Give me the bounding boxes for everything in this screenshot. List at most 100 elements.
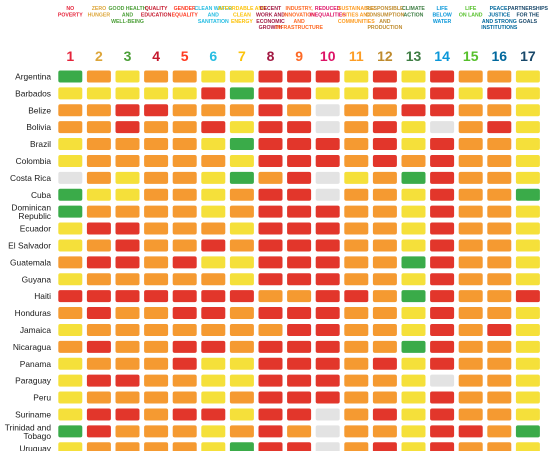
goal-label-line: INSTITUTIONS (481, 25, 518, 31)
status-cell (201, 138, 226, 151)
status-cell (258, 70, 283, 83)
status-cell (258, 391, 283, 404)
goal-label-line: PRODUCTION (367, 25, 402, 31)
status-cell (58, 205, 83, 218)
status-cell (458, 205, 483, 218)
status-cell (344, 357, 369, 370)
goal-number-1: 1 (66, 48, 74, 64)
status-cell (458, 290, 483, 303)
status-cell (430, 323, 455, 336)
status-cell (58, 121, 83, 134)
country-label: Colombia (16, 156, 52, 166)
status-cell (344, 138, 369, 151)
status-cell (115, 391, 140, 404)
goal-label-2: ZERO HUNGER (88, 6, 111, 18)
goal-number-2: 2 (95, 48, 103, 64)
status-cell (201, 374, 226, 387)
status-cell (229, 273, 254, 286)
status-cell (86, 205, 111, 218)
status-cell (372, 256, 397, 269)
status-cell (58, 357, 83, 370)
goal-label-13: CLIMATE ACTION (402, 6, 425, 18)
status-cell (315, 239, 340, 252)
status-cell (115, 222, 140, 235)
status-cell (372, 323, 397, 336)
goal-label-3: GOOD HEALTH AND WELL-BEING (109, 6, 147, 25)
status-cell (344, 171, 369, 184)
status-cell (144, 290, 169, 303)
status-cell (115, 239, 140, 252)
status-cell (401, 138, 426, 151)
status-cell (86, 239, 111, 252)
status-cell (287, 307, 312, 320)
goal-label-line: COMMUNITIES (338, 19, 375, 25)
status-cell (172, 425, 197, 438)
status-cell (229, 391, 254, 404)
goal-label-line: INNOVATION (283, 12, 315, 18)
status-cell (401, 374, 426, 387)
status-cell (487, 239, 512, 252)
status-cell (172, 104, 197, 117)
status-cell (287, 222, 312, 235)
status-cell (287, 138, 312, 151)
status-cell (172, 391, 197, 404)
status-cell (115, 205, 140, 218)
status-cell (458, 391, 483, 404)
status-cell (430, 307, 455, 320)
goal-label-line: AND (122, 12, 133, 18)
country-label: Brazil (30, 139, 51, 149)
status-cell (372, 273, 397, 286)
status-cell (344, 374, 369, 387)
status-cell (258, 340, 283, 353)
status-cell (172, 70, 197, 83)
status-cell (315, 408, 340, 421)
status-cell (229, 374, 254, 387)
goal-label-line: DECENT (260, 6, 282, 12)
status-cell (401, 307, 426, 320)
goal-label-line: BELOW (432, 12, 451, 18)
status-cell (372, 307, 397, 320)
country-label: Argentina (15, 71, 51, 81)
status-cell (287, 188, 312, 201)
status-cell (58, 87, 83, 100)
status-cell (287, 442, 312, 451)
status-cell (115, 374, 140, 387)
status-cell (315, 138, 340, 151)
goal-label-line: WATER (433, 19, 452, 25)
status-cell (515, 154, 540, 167)
status-cell (287, 273, 312, 286)
status-cell (144, 104, 169, 117)
country-label-line: Trinidad and (5, 422, 52, 432)
status-cell (458, 121, 483, 134)
status-cell (430, 239, 455, 252)
status-cell (115, 425, 140, 438)
status-cell (258, 205, 283, 218)
status-cell (401, 87, 426, 100)
status-cell (58, 138, 83, 151)
status-cell (229, 408, 254, 421)
status-cell (144, 425, 169, 438)
status-cell (487, 87, 512, 100)
status-cell (344, 154, 369, 167)
status-cell (172, 239, 197, 252)
status-cell (172, 273, 197, 286)
status-cell (315, 87, 340, 100)
status-cell (115, 154, 140, 167)
status-cell (229, 442, 254, 451)
status-cell (401, 239, 426, 252)
status-cell (430, 290, 455, 303)
status-cell (430, 87, 455, 100)
goal-number-4: 4 (152, 48, 160, 64)
status-cell (201, 121, 226, 134)
country-label: Panama (20, 359, 52, 369)
status-cell (172, 442, 197, 451)
country-label: Haiti (34, 291, 51, 301)
status-cell (172, 307, 197, 320)
status-cell (144, 239, 169, 252)
status-cell (287, 121, 312, 134)
goal-number-10: 10 (320, 48, 336, 64)
goal-label-9: INDUSTRY, INNOVATION AND INFRASTRUCTURE (275, 6, 323, 31)
status-cell (144, 408, 169, 421)
status-cell (401, 222, 426, 235)
status-cell (115, 188, 140, 201)
